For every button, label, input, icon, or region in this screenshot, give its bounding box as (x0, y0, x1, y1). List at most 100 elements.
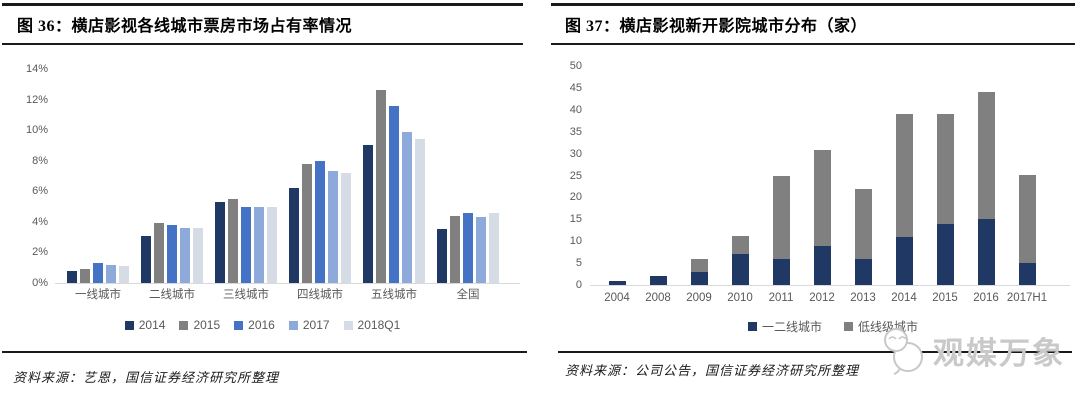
panel-bottom-rule-right (558, 351, 1072, 353)
stack-segment-一二线城市 (855, 259, 872, 285)
x-axis-category-label: 2015 (932, 292, 958, 304)
bar-2016 (463, 213, 473, 283)
x-axis-category-label: 五线城市 (371, 289, 417, 301)
legend-label: 2018Q1 (357, 318, 401, 332)
panel-title-underline-left (2, 43, 523, 45)
x-axis-category-label: 2017H1 (1006, 292, 1048, 304)
x-axis-category-label: 2008 (645, 292, 671, 304)
y-axis-tick-label: 2% (32, 246, 48, 258)
y-axis-tick-label: 50 (569, 60, 582, 72)
bar-2018Q1 (415, 139, 425, 283)
source-note-right: 资料来源：公司公告，国信证券经济研究所整理 (565, 363, 860, 378)
stack-segment-低线级城市 (732, 236, 749, 254)
legend-figure36: 2014 2015 2016 2017 2018Q1 (2, 318, 523, 332)
y-axis-tick-label: 14% (25, 63, 48, 75)
figure37-title: 图 37：横店影视新开影院城市分布（家） (565, 18, 868, 35)
legend-item-2017: 2017 (288, 318, 330, 332)
x-axis-line-left (55, 283, 520, 284)
stack-segment-低线级城市 (978, 92, 995, 219)
stack-segment-低线级城市 (691, 259, 708, 272)
bar-2018Q1 (193, 228, 203, 283)
x-axis-category-label: 二线城市 (149, 289, 195, 301)
panel-bottom-rule-left (2, 351, 527, 353)
stack-segment-低线级城市 (937, 114, 954, 224)
x-axis-category-label: 三线城市 (223, 289, 269, 301)
stack-segment-一二线城市 (937, 224, 954, 285)
bar-2017 (254, 207, 264, 283)
legend-marker-icon (844, 322, 853, 331)
legend-label: 2014 (138, 318, 166, 332)
bar-2015 (302, 164, 312, 283)
chat-bubbles-face-icon: 观媒万象 (884, 328, 1065, 375)
x-axis-category-label: 2004 (604, 292, 630, 304)
stack-segment-一二线城市 (732, 254, 749, 285)
bar-2018Q1 (267, 207, 277, 283)
legend-marker-icon (124, 320, 134, 330)
y-axis-tick-label: 12% (25, 94, 48, 106)
bar-2016 (241, 207, 251, 283)
legend-item-一二线城市: 一二线城市 (747, 318, 822, 335)
x-axis-category-label: 一线城市 (75, 289, 121, 301)
bar-2014 (437, 229, 447, 283)
stack-segment-一二线城市 (978, 219, 995, 285)
bar-2014 (215, 202, 225, 283)
watermark-text: 观媒万象 (933, 336, 1065, 371)
y-axis-tick-label: 25 (569, 170, 582, 182)
bar-2016 (93, 263, 103, 283)
bar-2017 (328, 171, 338, 283)
x-axis-category-label: 2016 (973, 292, 999, 304)
stack-segment-一二线城市 (896, 237, 913, 285)
y-axis-tick-label: 10% (25, 124, 48, 136)
bar-2015 (450, 216, 460, 283)
bar-2017 (106, 265, 116, 283)
legend-item-2018Q1: 2018Q1 (343, 318, 401, 332)
source-note-left: 资料来源：艺恩，国信证券经济研究所整理 (13, 370, 280, 385)
x-axis-line-right (590, 285, 1070, 286)
stack-segment-一二线城市 (609, 281, 626, 285)
watermark-logo: 观媒万象 (876, 326, 1080, 380)
x-axis-category-label: 2014 (891, 292, 917, 304)
bar-2014 (141, 236, 151, 283)
stack-segment-一二线城市 (650, 276, 667, 285)
figure36-title: 图 36：横店影视各线城市票房市场占有率情况 (17, 18, 353, 35)
stack-segment-低线级城市 (814, 150, 831, 246)
legend-label: 2017 (302, 318, 330, 332)
bar-2014 (363, 145, 373, 283)
legend-item-2014: 2014 (124, 318, 166, 332)
y-axis-tick-label: 5 (575, 257, 582, 269)
stack-segment-低线级城市 (773, 176, 790, 259)
legend-marker-icon (343, 320, 353, 330)
stack-segment-一二线城市 (691, 272, 708, 285)
x-axis-category-label: 2013 (850, 292, 876, 304)
panel-top-rule-right (551, 3, 1075, 6)
y-axis-tick-label: 20 (569, 191, 582, 203)
y-axis-tick-label: 0% (32, 277, 48, 289)
x-axis-category-label: 2011 (768, 292, 794, 304)
y-axis-tick-label: 45 (569, 82, 582, 94)
stack-segment-低线级城市 (896, 114, 913, 237)
y-axis-tick-label: 40 (569, 104, 582, 116)
legend-item-2016: 2016 (234, 318, 275, 332)
bar-2018Q1 (489, 213, 499, 283)
bar-2014 (67, 271, 77, 283)
x-axis-category-label: 四线城市 (297, 289, 343, 301)
y-axis-tick-label: 35 (569, 126, 582, 138)
x-axis-category-label: 2009 (686, 292, 712, 304)
stack-segment-一二线城市 (773, 259, 790, 285)
stack-segment-一二线城市 (1019, 263, 1036, 285)
y-axis-tick-label: 0 (575, 279, 582, 291)
stack-segment-一二线城市 (814, 246, 831, 285)
bar-2017 (180, 228, 190, 283)
legend-marker-icon (747, 322, 757, 331)
legend-marker-icon (234, 320, 244, 330)
y-axis-tick-label: 10 (569, 235, 582, 247)
bar-2014 (289, 188, 299, 283)
legend-marker-icon (179, 320, 189, 330)
y-axis-tick-label: 30 (569, 148, 582, 160)
panel-top-rule-left (2, 3, 523, 6)
bar-2018Q1 (119, 266, 129, 283)
bar-2018Q1 (341, 173, 351, 283)
bar-2016 (167, 225, 177, 283)
bar-2015 (154, 223, 164, 283)
